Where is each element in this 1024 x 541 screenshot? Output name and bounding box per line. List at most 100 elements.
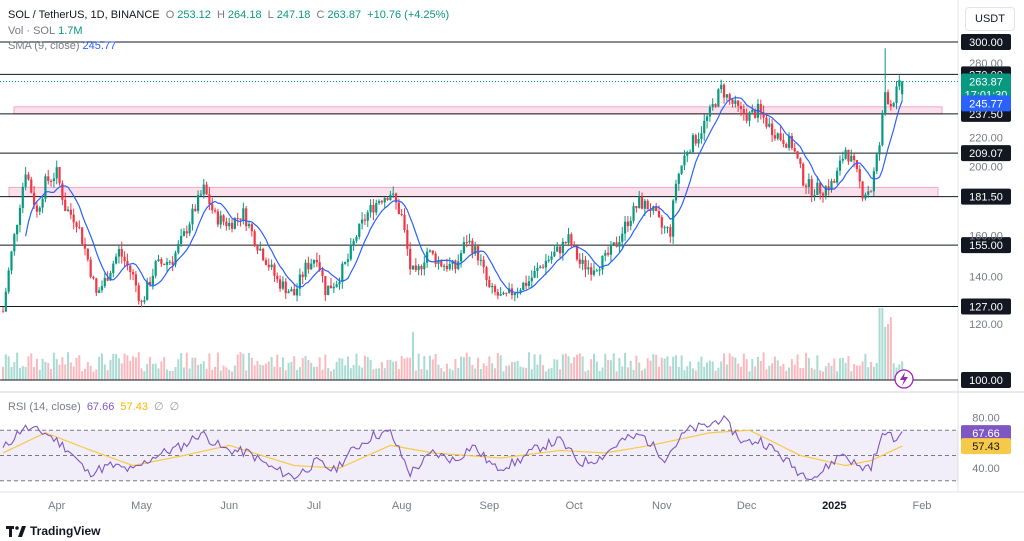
candle-body — [638, 197, 641, 209]
volume-bar — [126, 355, 129, 380]
volume-bar — [658, 366, 660, 380]
candle-body — [120, 248, 123, 257]
candle-body — [406, 229, 409, 249]
volume-bar — [117, 358, 120, 380]
candle-body — [293, 289, 296, 296]
candle-body — [315, 260, 318, 263]
candle-body — [131, 272, 135, 275]
candle-body — [496, 291, 499, 296]
volume-bar — [233, 365, 236, 380]
volume-value: 1.7M — [58, 25, 83, 37]
volume-bar — [273, 366, 276, 380]
volume-bar — [307, 360, 310, 380]
volume-bar — [304, 356, 307, 380]
volume-bar — [482, 363, 485, 380]
candle-body — [112, 263, 115, 274]
volume-bar — [576, 354, 578, 380]
candle-body — [324, 276, 327, 296]
candle-body — [318, 262, 321, 271]
currency-button[interactable]: USDT — [965, 7, 1015, 31]
volume-bar — [510, 362, 513, 380]
volume-bar — [567, 356, 570, 380]
candle-body — [1, 311, 5, 313]
price-tick-label: 200.00 — [969, 162, 1003, 174]
volume-bar — [61, 357, 64, 380]
candle-body — [259, 248, 262, 251]
volume-bar — [2, 366, 4, 380]
volume-label[interactable]: Vol · SOL — [8, 25, 56, 37]
candle-body — [389, 194, 392, 201]
level-label-bg — [961, 298, 1011, 315]
candle-body — [211, 204, 214, 211]
volume-bar — [474, 368, 477, 380]
level-label: 181.50 — [969, 192, 1003, 204]
volume-bar — [160, 361, 163, 380]
level-label: 127.00 — [969, 301, 1003, 313]
volume-bar — [892, 363, 895, 380]
volume-bar — [592, 353, 595, 380]
candle-body — [148, 281, 152, 285]
volume-bar — [864, 353, 867, 380]
candle-body — [527, 281, 531, 286]
candle-body — [796, 151, 799, 159]
volume-bar — [564, 353, 567, 380]
volume-bar — [830, 365, 833, 380]
candle-body — [539, 266, 542, 268]
volume-bar — [253, 365, 256, 380]
candle-body — [802, 163, 805, 186]
zone-layer — [8, 106, 943, 198]
volume-bar — [78, 355, 81, 380]
candle-body — [295, 288, 299, 296]
candle-body — [609, 244, 613, 255]
candle-body — [587, 267, 590, 270]
candle-body — [505, 292, 508, 294]
volume-bar — [706, 362, 709, 380]
candle-body — [737, 100, 740, 106]
volume-bar — [570, 363, 573, 380]
candle-body — [219, 215, 222, 225]
candle-body — [194, 208, 197, 211]
candle-body — [38, 207, 41, 212]
candle-body — [485, 267, 488, 280]
volume-bar — [855, 365, 858, 380]
volume-bar — [372, 369, 375, 380]
candle-body — [652, 206, 655, 211]
candle-body — [106, 277, 109, 281]
candle-body — [352, 240, 355, 245]
candle-body — [431, 250, 434, 254]
volume-bar — [236, 354, 239, 380]
volume-bar — [847, 356, 850, 380]
volume-bar — [887, 324, 890, 380]
volume-bar — [445, 363, 448, 380]
volume-bar — [287, 362, 290, 380]
candle-body — [508, 288, 511, 293]
candle-body — [273, 264, 276, 276]
volume-bar — [844, 362, 847, 380]
candle-body — [502, 292, 505, 295]
volume-bar — [728, 353, 731, 380]
volume-bar — [561, 354, 564, 380]
tradingview-logo[interactable]: TradingView — [6, 524, 100, 538]
candle-body — [279, 279, 282, 289]
candle-body — [448, 263, 451, 270]
candle-body — [143, 300, 146, 302]
rsi-label[interactable]: RSI (14, close) — [8, 401, 81, 413]
candle-body — [344, 261, 347, 264]
volume-bar — [166, 369, 168, 380]
volume-bar — [420, 368, 423, 380]
level-label: 209.07 — [969, 148, 1003, 160]
candle-body — [881, 112, 884, 146]
volume-bar — [635, 355, 638, 380]
sma-label[interactable]: SMA (9, close) — [8, 40, 80, 52]
candle-body — [329, 285, 333, 289]
candle-body — [703, 120, 706, 134]
candle-body — [386, 197, 389, 201]
candle-body — [714, 104, 717, 107]
candle-body — [892, 103, 895, 107]
candle-body — [75, 222, 78, 228]
time-tick-label: Jun — [220, 500, 238, 512]
volume-bar — [403, 358, 406, 380]
candle-body — [850, 155, 853, 162]
symbol-title[interactable]: SOL / TetherUS, 1D, BINANCE — [8, 9, 160, 21]
